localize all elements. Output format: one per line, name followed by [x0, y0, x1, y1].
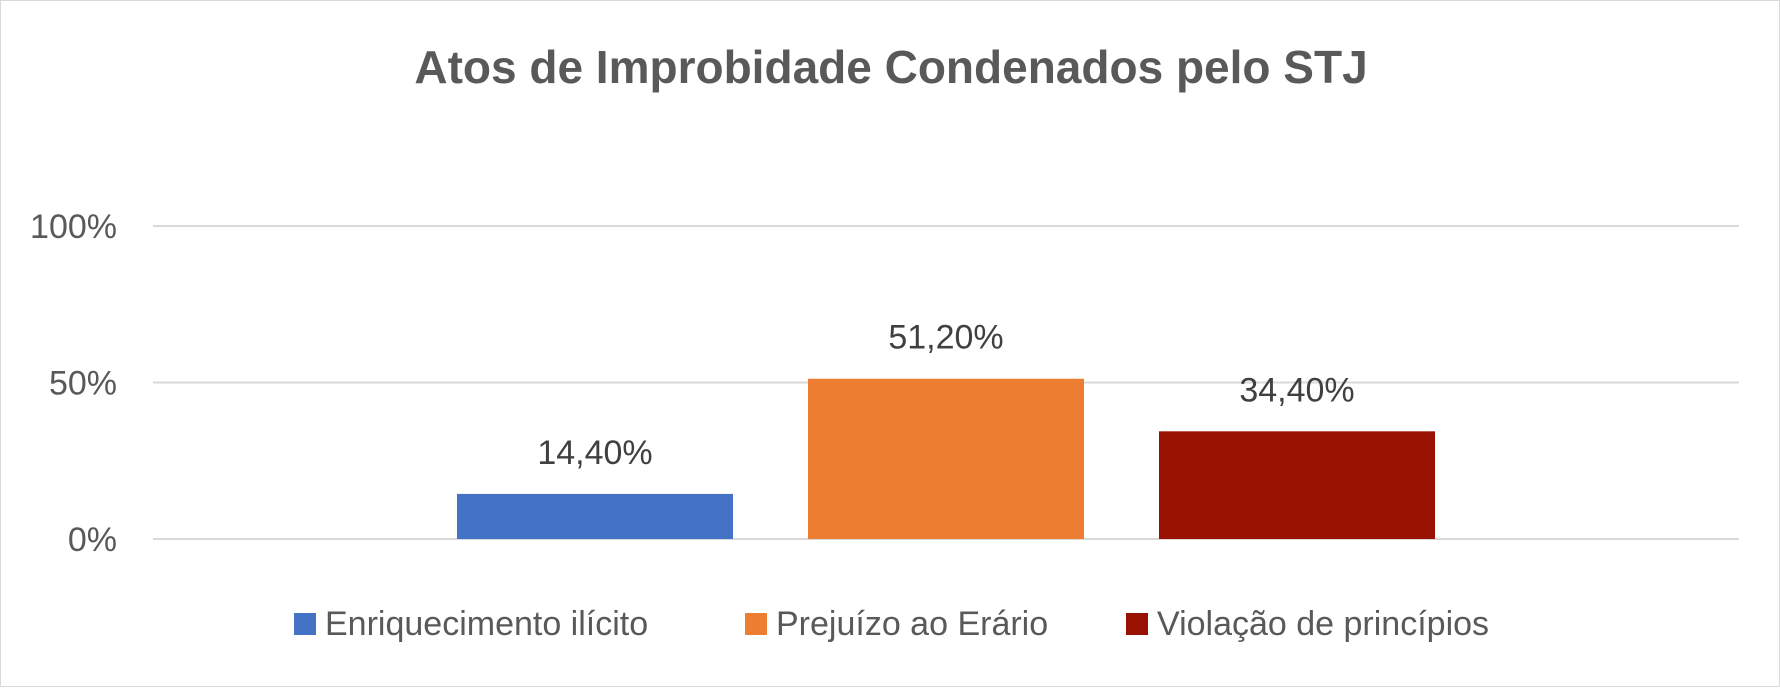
legend-swatch: [745, 613, 767, 635]
data-labels: 14,40% 51,20% 34,40%: [537, 319, 1354, 472]
chart-title: Atos de Improbidade Condenados pelo STJ: [414, 41, 1367, 93]
bar-3: [1159, 431, 1435, 539]
legend: Enriquecimento ilícito Prejuízo ao Erário…: [294, 605, 1489, 643]
legend-label: Enriquecimento ilícito: [325, 605, 648, 643]
legend-label: Prejuízo ao Erário: [776, 605, 1048, 643]
bar-2: [808, 378, 1084, 539]
data-label: 51,20%: [888, 319, 1003, 357]
y-tick-label: 50%: [49, 365, 117, 403]
legend-swatch: [1126, 613, 1148, 635]
bars: [457, 378, 1435, 539]
data-label: 34,40%: [1239, 371, 1354, 409]
legend-swatch: [294, 613, 316, 635]
legend-label: Violação de princípios: [1157, 605, 1489, 643]
y-axis-ticks: 0% 50% 100%: [30, 208, 117, 559]
data-label: 14,40%: [537, 434, 652, 472]
y-tick-label: 0%: [68, 521, 117, 559]
y-tick-label: 100%: [30, 208, 117, 246]
bar-1: [457, 493, 733, 539]
